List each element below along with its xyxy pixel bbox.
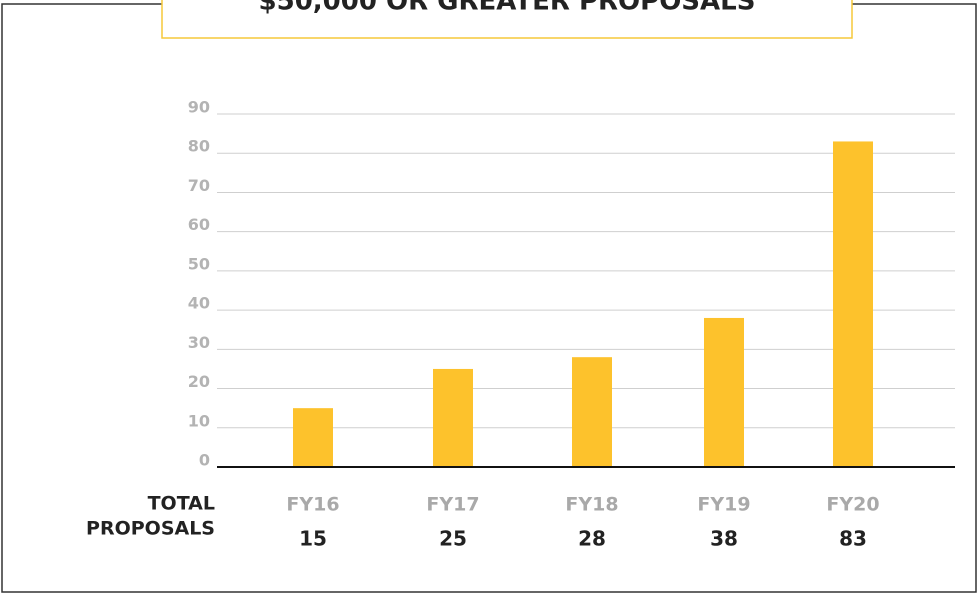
bar (433, 368, 473, 467)
x-tick-label: FY20 (826, 494, 879, 516)
y-tick-label: 50 (188, 254, 210, 273)
value-label: 25 (439, 527, 467, 551)
bar (833, 141, 873, 467)
title-box (161, 0, 853, 39)
y-tick-label: 30 (188, 333, 210, 352)
x-tick-label: FY16 (286, 494, 339, 516)
bar (572, 357, 612, 467)
y-tick-label: 40 (188, 294, 210, 313)
bar (704, 317, 744, 467)
row-label: PROPOSALS (86, 518, 215, 540)
value-label: 83 (839, 527, 867, 551)
x-tick-label: FY19 (697, 494, 750, 516)
x-tick-label: FY17 (426, 494, 479, 516)
chart-title: $50,000 OR GREATER PROPOSALS (259, 0, 756, 17)
value-label: 28 (578, 527, 606, 551)
y-tick-label: 10 (188, 411, 210, 430)
y-tick-label: 90 (188, 98, 210, 117)
x-tick-label: FY18 (565, 494, 618, 516)
value-label: 38 (710, 527, 738, 551)
y-tick-label: 70 (188, 176, 210, 195)
bar (293, 408, 333, 467)
row-label: TOTAL (148, 493, 215, 515)
y-tick-label: 0 (199, 451, 210, 470)
y-tick-label: 80 (188, 137, 210, 156)
y-tick-label: 60 (188, 215, 210, 234)
y-tick-label: 20 (188, 372, 210, 391)
value-label: 15 (299, 527, 327, 551)
